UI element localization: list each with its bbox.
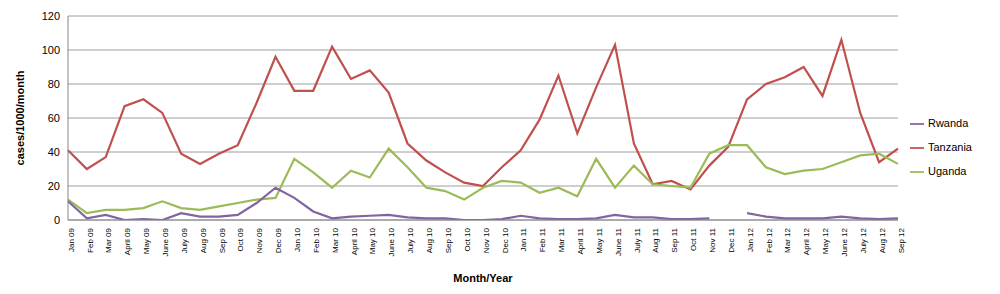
svg-text:20: 20 — [48, 180, 60, 192]
svg-text:July 12: July 12 — [859, 227, 868, 253]
svg-text:May 09: May 09 — [142, 227, 151, 254]
svg-text:July 11: July 11 — [633, 227, 642, 252]
svg-text:Sep 11: Sep 11 — [670, 227, 679, 252]
svg-text:June 10: June 10 — [387, 227, 396, 256]
svg-text:0: 0 — [54, 214, 60, 226]
svg-text:Mar 10: Mar 10 — [331, 227, 340, 252]
svg-text:Aug 09: Aug 09 — [199, 227, 208, 253]
svg-text:Aug 11: Aug 11 — [651, 227, 660, 252]
svg-text:Oct 09: Oct 09 — [236, 227, 245, 251]
svg-text:June 12: June 12 — [840, 227, 849, 256]
svg-text:Nov 10: Nov 10 — [482, 227, 491, 253]
svg-text:Aug 10: Aug 10 — [425, 227, 434, 253]
svg-text:80: 80 — [48, 78, 60, 90]
svg-text:Sep 10: Sep 10 — [444, 227, 453, 253]
svg-text:120: 120 — [42, 10, 60, 22]
svg-text:June 11: June 11 — [614, 227, 623, 255]
svg-text:Mar 12: Mar 12 — [783, 227, 792, 252]
svg-text:Dec 09: Dec 09 — [274, 227, 283, 253]
svg-text:Dec 11: Dec 11 — [727, 227, 736, 252]
svg-text:April 10: April 10 — [350, 227, 359, 255]
html-text:Rwanda: Rwanda — [928, 117, 969, 129]
svg-text:Mar 09: Mar 09 — [104, 227, 113, 252]
svg-text:May 12: May 12 — [821, 227, 830, 254]
svg-text:May 11: May 11 — [595, 227, 604, 253]
svg-text:July 09: July 09 — [180, 227, 189, 253]
svg-text:Month/Year: Month/Year — [453, 272, 513, 284]
svg-text:Jan 10: Jan 10 — [293, 227, 302, 252]
svg-text:April 09: April 09 — [123, 227, 132, 255]
svg-text:Jan 09: Jan 09 — [67, 227, 76, 252]
svg-text:60: 60 — [48, 112, 60, 124]
svg-text:40: 40 — [48, 146, 60, 158]
svg-text:Mar 11: Mar 11 — [557, 227, 566, 252]
svg-text:Jan 11: Jan 11 — [519, 227, 528, 251]
svg-text:May 10: May 10 — [368, 227, 377, 254]
svg-text:April 12: April 12 — [802, 227, 811, 255]
svg-text:Oct 11: Oct 11 — [689, 227, 698, 251]
svg-text:Nov 11: Nov 11 — [708, 227, 717, 252]
svg-text:Jan 12: Jan 12 — [746, 227, 755, 252]
html-text:Tanzania: Tanzania — [928, 141, 972, 153]
svg-text:100: 100 — [42, 44, 60, 56]
svg-text:Feb 10: Feb 10 — [312, 227, 321, 252]
svg-text:Nov 09: Nov 09 — [255, 227, 264, 253]
svg-text:Feb 09: Feb 09 — [86, 227, 95, 252]
svg-text:Aug 12: Aug 12 — [878, 227, 887, 253]
svg-text:June 09: June 09 — [161, 227, 170, 256]
svg-text:Sep 09: Sep 09 — [218, 227, 227, 253]
svg-text:Sep 12: Sep 12 — [897, 227, 906, 253]
svg-text:Feb 12: Feb 12 — [765, 227, 774, 252]
svg-text:July 10: July 10 — [406, 227, 415, 253]
html-text:Uganda: Uganda — [928, 165, 967, 177]
svg-text:Feb 11: Feb 11 — [538, 227, 547, 252]
svg-text:Oct 10: Oct 10 — [463, 227, 472, 251]
svg-text:April 11: April 11 — [576, 227, 585, 254]
svg-text:Dec 10: Dec 10 — [501, 227, 510, 253]
svg-text:cases/1000/month: cases/1000/month — [14, 70, 26, 165]
